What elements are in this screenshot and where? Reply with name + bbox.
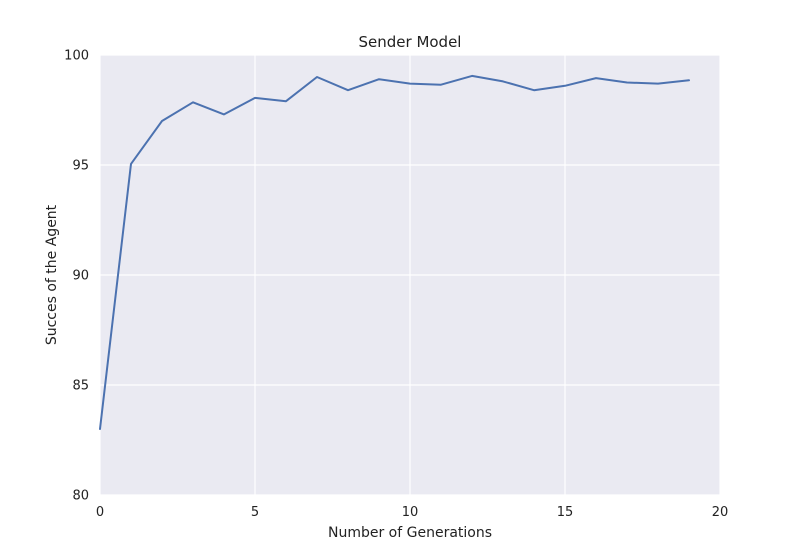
y-tick-label: 100 (64, 49, 89, 64)
x-tick-label: 0 (96, 505, 104, 520)
y-tick-label: 80 (72, 489, 89, 504)
x-axis-label: Number of Generations (328, 525, 492, 541)
chart-title: Sender Model (359, 33, 462, 51)
x-tick-label: 10 (402, 505, 419, 520)
x-axis-ticks: 0 5 10 15 20 (96, 505, 728, 520)
y-axis-ticks: 80 85 90 95 100 (64, 49, 89, 504)
grid (99, 54, 721, 496)
y-tick-label: 85 (72, 379, 89, 394)
y-tick-label: 90 (72, 269, 89, 284)
y-tick-label: 95 (72, 159, 89, 174)
series-line (99, 74, 690, 430)
x-tick-label: 20 (712, 505, 729, 520)
series-layer (99, 74, 690, 430)
x-tick-label: 5 (251, 505, 259, 520)
y-axis-label: Succes of the Agent (44, 204, 60, 345)
x-tick-label: 15 (557, 505, 574, 520)
